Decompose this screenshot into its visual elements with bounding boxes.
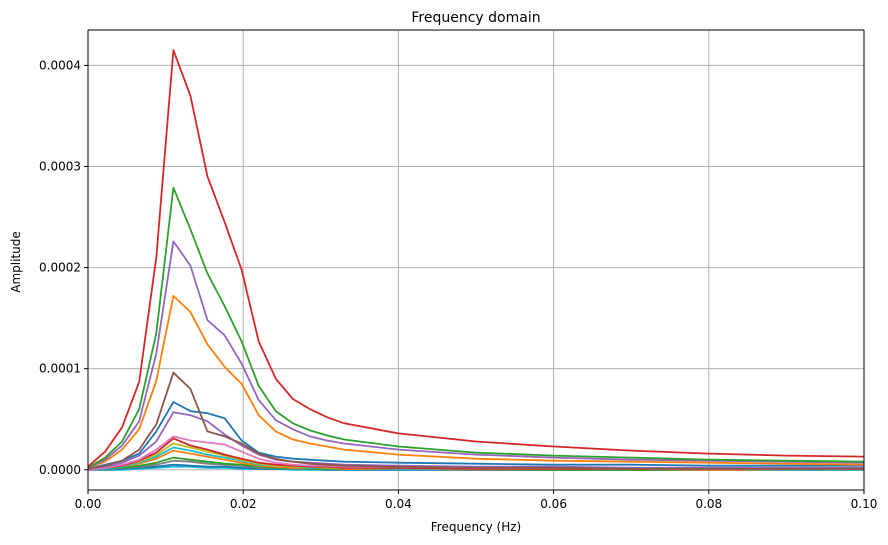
series-line-7 — [88, 411, 864, 470]
series-line-3 — [88, 240, 864, 469]
plot-area — [88, 49, 864, 471]
x-tick-label: 0.10 — [851, 497, 878, 511]
x-tick-label: 0.04 — [385, 497, 412, 511]
y-tick-label: 0.0003 — [39, 159, 81, 173]
x-tick-label: 0.08 — [695, 497, 722, 511]
series-line-1 — [88, 49, 864, 468]
y-axis-ticks: 0.0000 0.0001 0.0002 0.0003 0.0004 — [39, 58, 88, 477]
y-tick-label: 0.0001 — [39, 362, 81, 376]
plot-frame — [87, 29, 865, 491]
y-tick-label: 0.0000 — [39, 463, 81, 477]
series-line-13 — [88, 456, 864, 471]
y-tick-label: 0.0002 — [39, 261, 81, 275]
series-line-5 — [88, 371, 864, 470]
x-tick-label: 0.06 — [540, 497, 567, 511]
x-axis-label: Frequency (Hz) — [431, 520, 522, 534]
x-tick-label: 0.00 — [75, 497, 102, 511]
series-line-6 — [88, 401, 864, 470]
x-axis-ticks: 0.00 0.02 0.04 0.06 0.08 0.10 — [75, 490, 878, 511]
x-tick-label: 0.02 — [230, 497, 257, 511]
y-axis-label: Amplitude — [9, 231, 23, 293]
series-line-4 — [88, 294, 864, 469]
chart-title: Frequency domain — [411, 10, 540, 26]
y-tick-label: 0.0004 — [39, 58, 81, 72]
series-line-2 — [88, 186, 864, 469]
